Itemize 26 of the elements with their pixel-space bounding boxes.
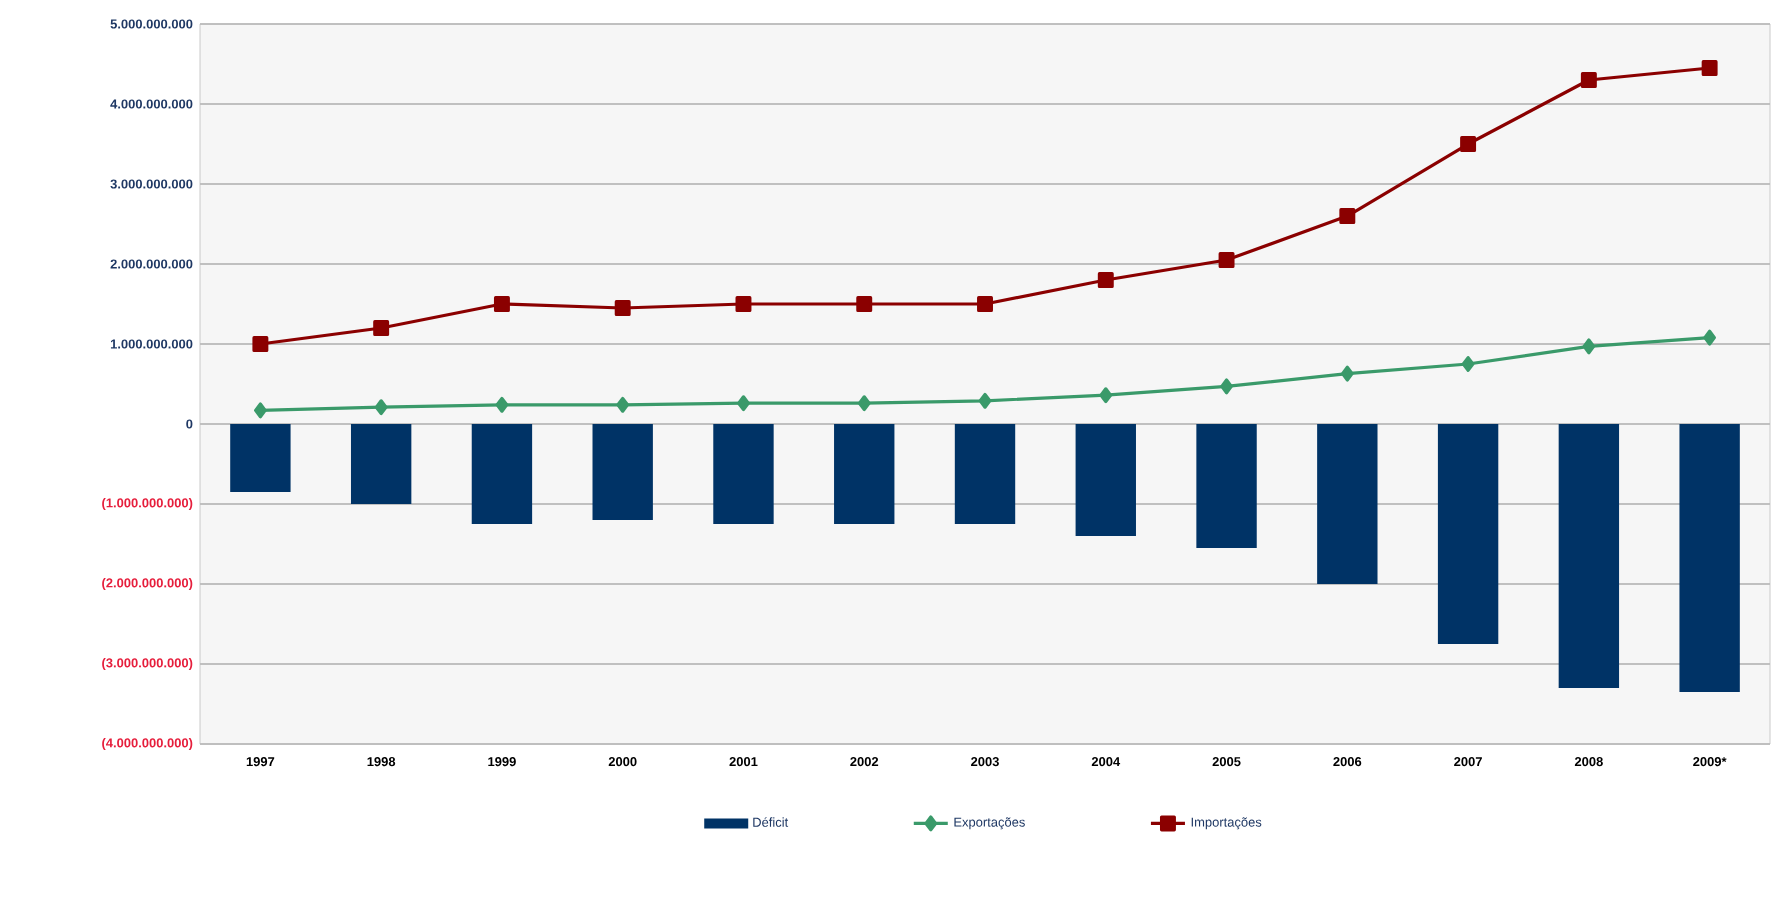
point bbox=[493, 296, 510, 312]
point bbox=[1339, 208, 1356, 224]
point bbox=[616, 396, 630, 413]
point bbox=[1580, 72, 1597, 88]
point bbox=[977, 296, 993, 312]
point bbox=[1701, 60, 1718, 76]
point bbox=[1582, 338, 1596, 355]
point bbox=[252, 336, 269, 352]
point bbox=[1461, 356, 1475, 372]
point bbox=[495, 396, 509, 413]
point bbox=[1703, 329, 1717, 346]
point bbox=[1220, 378, 1233, 395]
point bbox=[1460, 136, 1477, 152]
point bbox=[1218, 252, 1235, 268]
point bbox=[1099, 387, 1113, 404]
point bbox=[1340, 365, 1354, 382]
point bbox=[373, 320, 390, 336]
point bbox=[374, 399, 388, 416]
point bbox=[737, 395, 750, 412]
point bbox=[857, 395, 871, 412]
point bbox=[614, 300, 631, 316]
point bbox=[856, 296, 873, 312]
point bbox=[735, 296, 752, 312]
point bbox=[978, 392, 992, 409]
point bbox=[1097, 272, 1114, 288]
point bbox=[254, 402, 267, 419]
